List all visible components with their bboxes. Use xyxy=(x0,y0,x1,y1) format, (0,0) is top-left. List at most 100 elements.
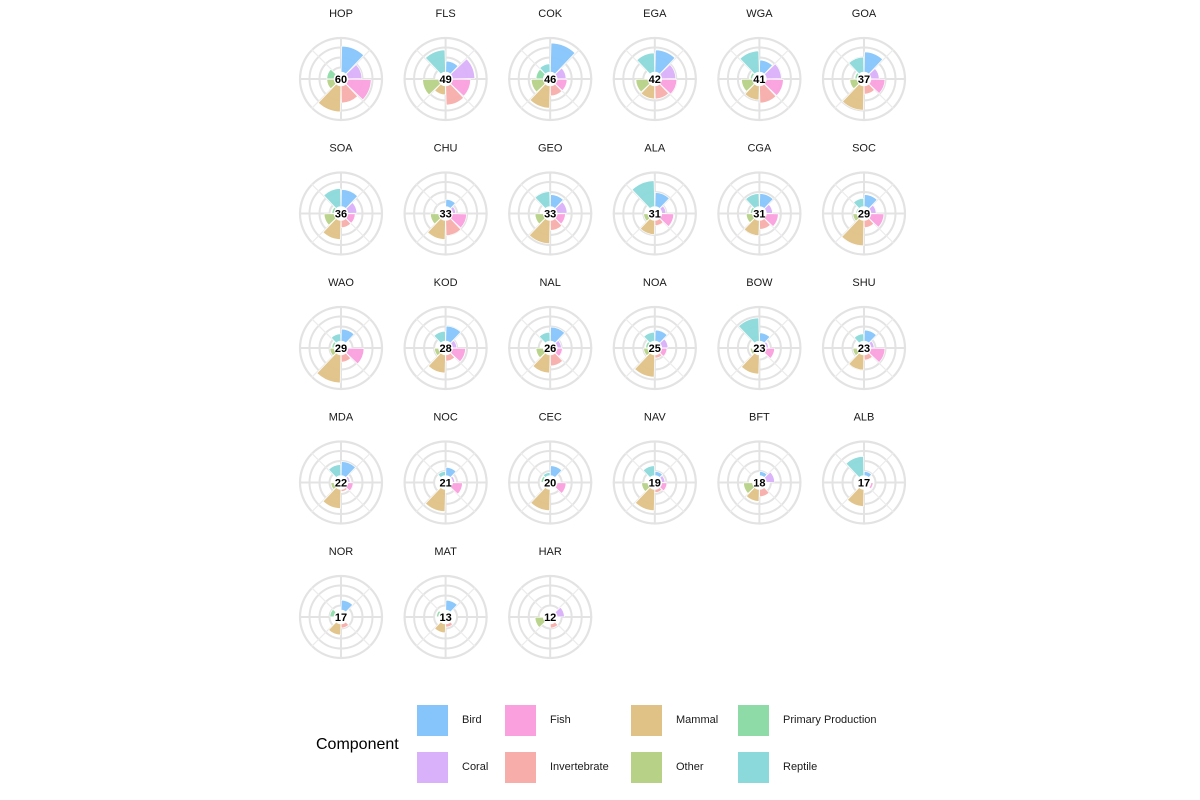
grid-spoke xyxy=(310,624,334,648)
grid-spoke xyxy=(348,183,372,207)
wedge-coral xyxy=(450,475,455,483)
wedge-fish xyxy=(868,213,885,228)
grid-spoke xyxy=(766,317,790,341)
wedge-invertebrate xyxy=(863,352,873,361)
grid-spoke xyxy=(348,317,372,341)
panel-soa: SOA 36 xyxy=(298,143,384,256)
wedge-primary-production xyxy=(750,72,755,80)
grid-spoke xyxy=(520,586,543,610)
wedge-bird xyxy=(759,332,771,344)
grid-spoke xyxy=(452,489,476,513)
grid-spoke xyxy=(766,48,790,72)
panel-wga: WGA 41 xyxy=(717,8,802,122)
wedge-bird xyxy=(654,329,668,344)
grid-spoke xyxy=(310,586,334,610)
panel-nal: NAL 26 xyxy=(508,277,593,391)
wedge-bird xyxy=(340,461,356,478)
grid-spoke xyxy=(833,452,857,476)
wedge-coral xyxy=(868,340,875,349)
panel-title: GOA xyxy=(852,8,877,20)
wedge-mammal xyxy=(530,487,551,511)
panel-title: SHU xyxy=(852,277,875,289)
panel-title: MDA xyxy=(329,412,354,424)
panel-score-label: 41 xyxy=(753,74,765,86)
grid-spoke xyxy=(310,220,334,244)
grid-spoke xyxy=(415,183,439,207)
wedge-mammal xyxy=(635,487,655,511)
grid-spoke xyxy=(833,86,857,110)
wedge-reptile xyxy=(534,191,551,209)
wedge-fish xyxy=(345,482,354,492)
grid-spoke xyxy=(871,489,895,513)
panel-title: CHU xyxy=(434,143,458,155)
legend-label-primary-production: Primary Production xyxy=(783,714,877,726)
wedge-primary-production xyxy=(436,610,441,618)
panel-shu: SHU 23 xyxy=(821,277,907,391)
wedge-bird xyxy=(445,325,462,344)
panel-title: EGA xyxy=(643,8,667,20)
wedge-mammal xyxy=(434,621,446,634)
wedge-reptile xyxy=(739,50,760,75)
panel-score-label: 18 xyxy=(753,478,765,490)
panel-score-label: 46 xyxy=(544,74,556,86)
wedge-reptile xyxy=(853,333,865,344)
wedge-other xyxy=(852,213,860,222)
wedge-coral xyxy=(764,471,775,483)
grid-spoke xyxy=(557,317,581,341)
legend-swatch-primary-production xyxy=(738,704,769,736)
wedge-mammal xyxy=(743,218,760,236)
wedge-reptile xyxy=(745,193,760,209)
grid-spoke xyxy=(348,586,372,610)
wedge-mammal xyxy=(425,487,446,512)
wedge-invertebrate xyxy=(340,487,348,492)
grid-spoke xyxy=(729,452,753,476)
legend-item-reptile: Reptile xyxy=(738,751,817,783)
panel-soc: SOC 29 xyxy=(821,143,907,256)
wedge-primary-production xyxy=(329,608,337,618)
wedge-coral xyxy=(554,339,562,349)
wedge-invertebrate xyxy=(550,621,559,629)
panel-score-label: 29 xyxy=(335,343,347,355)
panel-score-label: 42 xyxy=(649,74,661,86)
panel-ala: ALA 31 xyxy=(612,143,697,256)
panel-score-label: 33 xyxy=(544,209,556,221)
panel-nor: NOR 17 xyxy=(298,546,384,660)
grid-spoke xyxy=(871,48,895,72)
panel-title: WGA xyxy=(746,8,773,20)
panel-title: CEC xyxy=(539,412,562,424)
grid-spoke xyxy=(415,317,439,341)
wedge-coral xyxy=(345,64,363,80)
panel-ega: EGA 42 xyxy=(612,8,697,122)
wedge-coral xyxy=(659,64,677,80)
panel-cok: COK 46 xyxy=(508,8,593,122)
wedge-bird xyxy=(445,467,457,478)
wedge-reptile xyxy=(323,188,342,209)
grid-spoke xyxy=(415,48,439,72)
panel-title: CGA xyxy=(747,143,772,155)
panel-cec: CEC 20 xyxy=(508,412,593,525)
wedge-fish xyxy=(450,482,463,495)
wedge-primary-production xyxy=(535,68,546,80)
grid-spoke xyxy=(452,183,476,207)
wedge-bird xyxy=(863,329,877,344)
panel-bft: BFT 18 xyxy=(717,412,802,525)
wedge-reptile xyxy=(848,56,865,75)
wedge-fish xyxy=(659,482,668,492)
grid-spoke xyxy=(415,586,439,610)
wedge-fish xyxy=(868,347,886,363)
panel-score-label: 22 xyxy=(335,478,347,490)
grid-spoke xyxy=(452,220,476,244)
wedge-mammal xyxy=(640,83,655,100)
wedge-fish xyxy=(659,347,668,357)
wedge-coral xyxy=(345,475,351,483)
panel-score-label: 21 xyxy=(439,478,451,490)
wedge-other xyxy=(743,482,755,494)
wedge-primary-production xyxy=(645,341,651,349)
wedge-invertebrate xyxy=(550,83,563,97)
legend-label-invertebrate: Invertebrate xyxy=(550,761,609,773)
wedge-invertebrate xyxy=(340,218,352,228)
grid-spoke xyxy=(729,355,753,379)
panel-title: KOD xyxy=(434,277,458,289)
panel-score-label: 33 xyxy=(439,209,451,221)
grid-spoke xyxy=(310,317,334,341)
